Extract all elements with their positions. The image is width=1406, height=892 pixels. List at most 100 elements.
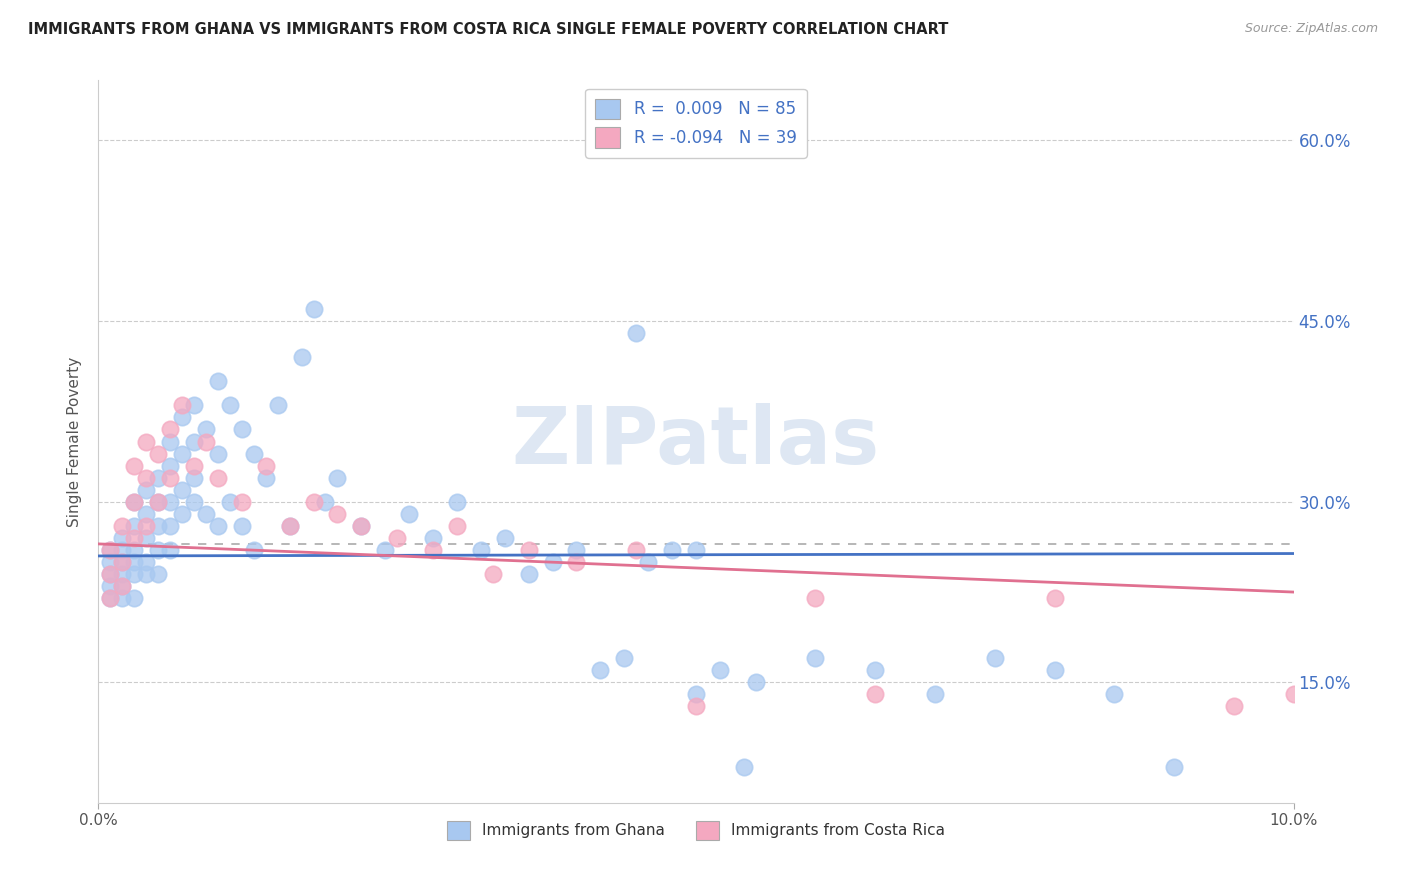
Point — [302, 494, 325, 508]
Point — [98, 591, 122, 606]
Point — [183, 398, 205, 412]
Point — [398, 507, 420, 521]
Point — [1282, 687, 1305, 701]
Point — [291, 350, 314, 364]
Point — [195, 423, 218, 437]
Point — [685, 687, 707, 701]
Point — [148, 446, 170, 460]
Legend: Immigrants from Ghana, Immigrants from Costa Rica: Immigrants from Ghana, Immigrants from C… — [441, 815, 950, 846]
Point — [135, 518, 157, 533]
Point — [685, 542, 707, 557]
Point — [243, 542, 266, 557]
Point — [98, 555, 122, 569]
Point — [1163, 760, 1185, 774]
Point — [1043, 591, 1066, 606]
Point — [148, 494, 170, 508]
Point — [350, 518, 373, 533]
Point — [159, 542, 181, 557]
Point — [494, 531, 516, 545]
Point — [172, 507, 194, 521]
Point — [685, 699, 707, 714]
Point — [1104, 687, 1126, 701]
Point — [565, 542, 588, 557]
Point — [111, 518, 134, 533]
Point — [195, 434, 218, 449]
Point — [374, 542, 396, 557]
Point — [626, 326, 648, 340]
Point — [254, 470, 277, 484]
Point — [422, 542, 444, 557]
Point — [98, 591, 122, 606]
Point — [326, 470, 349, 484]
Point — [111, 579, 134, 593]
Point — [804, 591, 827, 606]
Point — [626, 542, 648, 557]
Point — [219, 494, 242, 508]
Point — [709, 664, 731, 678]
Point — [326, 507, 349, 521]
Point — [422, 531, 444, 545]
Point — [207, 470, 229, 484]
Point — [745, 675, 768, 690]
Point — [111, 567, 134, 582]
Point — [661, 542, 683, 557]
Point — [804, 651, 827, 665]
Point — [565, 555, 588, 569]
Point — [159, 423, 181, 437]
Point — [865, 687, 887, 701]
Point — [183, 434, 205, 449]
Text: Source: ZipAtlas.com: Source: ZipAtlas.com — [1244, 22, 1378, 36]
Point — [135, 555, 157, 569]
Text: IMMIGRANTS FROM GHANA VS IMMIGRANTS FROM COSTA RICA SINGLE FEMALE POVERTY CORREL: IMMIGRANTS FROM GHANA VS IMMIGRANTS FROM… — [28, 22, 949, 37]
Point — [207, 374, 229, 388]
Point — [148, 494, 170, 508]
Point — [148, 542, 170, 557]
Point — [195, 507, 218, 521]
Point — [172, 398, 194, 412]
Point — [135, 507, 157, 521]
Point — [159, 518, 181, 533]
Point — [1043, 664, 1066, 678]
Point — [111, 591, 134, 606]
Point — [207, 446, 229, 460]
Point — [159, 470, 181, 484]
Point — [124, 458, 146, 473]
Point — [124, 567, 146, 582]
Point — [446, 494, 468, 508]
Point — [98, 542, 122, 557]
Point — [183, 458, 205, 473]
Point — [124, 555, 146, 569]
Point — [517, 542, 540, 557]
Point — [135, 483, 157, 497]
Point — [541, 555, 564, 569]
Point — [1223, 699, 1246, 714]
Point — [924, 687, 946, 701]
Point — [637, 555, 659, 569]
Point — [124, 542, 146, 557]
Point — [865, 664, 887, 678]
Point — [589, 664, 612, 678]
Point — [124, 591, 146, 606]
Point — [148, 470, 170, 484]
Point — [172, 446, 194, 460]
Point — [613, 651, 636, 665]
Point — [350, 518, 373, 533]
Point — [98, 579, 122, 593]
Point — [111, 555, 134, 569]
Point — [172, 483, 194, 497]
Point — [243, 446, 266, 460]
Point — [482, 567, 505, 582]
Point — [231, 423, 253, 437]
Point — [111, 555, 134, 569]
Point — [124, 531, 146, 545]
Point — [183, 494, 205, 508]
Point — [159, 434, 181, 449]
Point — [470, 542, 492, 557]
Point — [148, 518, 170, 533]
Point — [267, 398, 290, 412]
Point — [135, 434, 157, 449]
Point — [135, 567, 157, 582]
Point — [111, 542, 134, 557]
Point — [231, 518, 253, 533]
Point — [159, 458, 181, 473]
